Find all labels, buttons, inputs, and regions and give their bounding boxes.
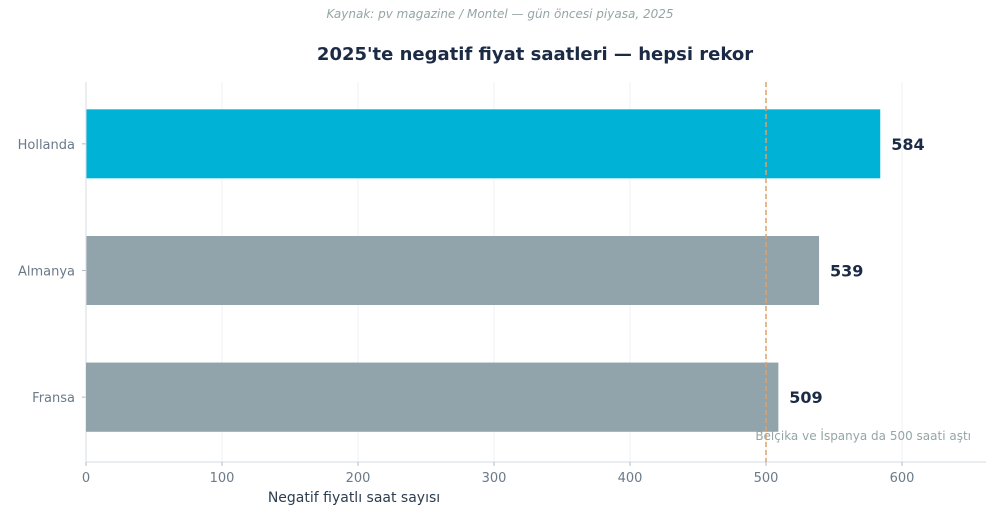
x-tick-label: 400 [618,471,643,486]
source-note: Kaynak: pv magazine / Montel — gün önces… [326,7,674,21]
x-tick-label: 300 [482,471,507,486]
annotation-layer: Belçika ve İspanya da 500 saati aştı [86,82,971,462]
x-tick-label: 200 [346,471,371,486]
x-tick-label: 0 [82,471,90,486]
data-label: 539 [830,262,863,281]
annotation-text: Belçika ve İspanya da 500 saati aştı [755,428,971,443]
data-label: 509 [789,388,822,407]
x-axis-label: Negatif fiyatlı saat sayısı [268,490,440,506]
y-tick-label: Fransa [32,391,75,406]
data-label: 584 [891,135,924,154]
x-tick-label: 600 [890,471,915,486]
bar-overlay [86,362,779,432]
x-tick-label: 500 [754,471,779,486]
y-tick-label: Almanya [18,265,75,280]
x-tick-label: 100 [210,471,235,486]
tick-labels: Hollanda Almanya Fransa 0 100 200 300 400 500 600 [18,138,915,486]
bar-hollanda [86,109,881,179]
chart-title: 2025'te negatif fiyat saatleri — hepsi r… [316,44,754,65]
y-tick-label: Hollanda [18,138,75,153]
bar-almanya [86,236,820,305]
data-labels: 584 539 509 [789,135,924,407]
